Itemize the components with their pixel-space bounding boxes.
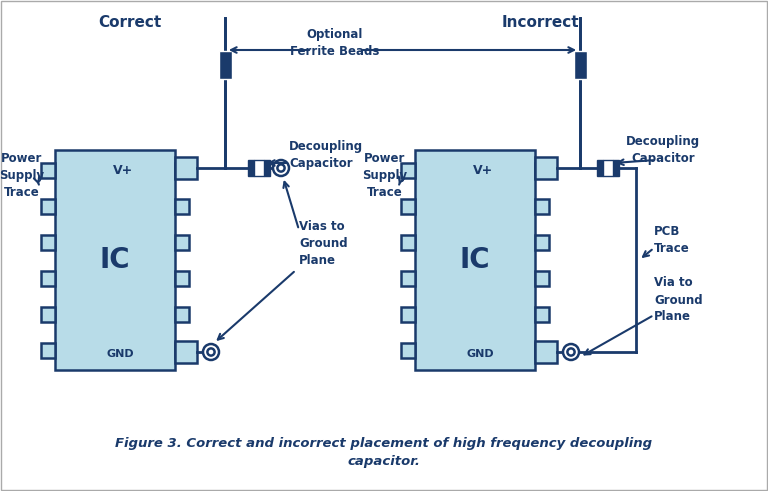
Text: Decoupling
Capacitor: Decoupling Capacitor <box>289 140 363 170</box>
Text: Power
Supply
Trace: Power Supply Trace <box>0 152 45 198</box>
Bar <box>175 163 189 178</box>
Circle shape <box>207 349 214 355</box>
Bar <box>603 160 613 176</box>
Bar <box>401 235 415 249</box>
Circle shape <box>203 344 219 360</box>
Circle shape <box>563 344 579 360</box>
Bar <box>175 235 189 249</box>
Bar <box>175 271 189 285</box>
Text: Incorrect: Incorrect <box>502 15 579 29</box>
Circle shape <box>277 164 285 171</box>
Bar <box>219 51 231 79</box>
Bar <box>41 343 55 357</box>
Bar <box>264 160 270 176</box>
Text: Via to
Ground
Plane: Via to Ground Plane <box>654 276 703 324</box>
Bar <box>574 51 587 79</box>
Bar <box>401 163 415 178</box>
Bar <box>175 306 189 322</box>
Text: V+: V+ <box>113 164 133 176</box>
Bar <box>41 271 55 285</box>
Bar <box>175 341 197 363</box>
Text: Figure 3. Correct and incorrect placement of high frequency decoupling
capacitor: Figure 3. Correct and incorrect placemen… <box>115 436 653 467</box>
Bar <box>55 150 175 370</box>
Bar <box>613 160 619 176</box>
Bar <box>248 160 254 176</box>
Bar <box>535 343 549 357</box>
Bar <box>41 198 55 214</box>
Bar <box>401 306 415 322</box>
Bar <box>415 150 535 370</box>
Bar <box>401 343 415 357</box>
Bar <box>535 163 549 178</box>
Text: Power
Supply
Trace: Power Supply Trace <box>362 152 408 198</box>
Text: PCB
Trace: PCB Trace <box>654 225 690 255</box>
Bar <box>401 271 415 285</box>
Circle shape <box>273 160 289 176</box>
Bar <box>597 160 603 176</box>
Bar <box>175 198 189 214</box>
Bar <box>535 157 557 179</box>
Text: Vias to
Ground
Plane: Vias to Ground Plane <box>299 220 348 267</box>
Bar <box>254 160 264 176</box>
Bar <box>535 198 549 214</box>
Bar <box>175 157 197 179</box>
Text: Decoupling
Capacitor: Decoupling Capacitor <box>626 135 700 165</box>
Bar <box>535 235 549 249</box>
Bar <box>41 163 55 178</box>
Text: IC: IC <box>100 246 131 274</box>
Text: V+: V+ <box>473 164 493 176</box>
Bar <box>535 341 557 363</box>
Bar <box>41 306 55 322</box>
Text: GND: GND <box>466 349 494 359</box>
Bar <box>175 343 189 357</box>
Circle shape <box>568 349 574 355</box>
Bar <box>41 235 55 249</box>
Bar <box>401 198 415 214</box>
Text: IC: IC <box>460 246 490 274</box>
Text: Optional
Ferrite Beads: Optional Ferrite Beads <box>290 28 379 58</box>
Bar <box>535 306 549 322</box>
Text: Correct: Correct <box>98 15 161 29</box>
Text: GND: GND <box>106 349 134 359</box>
Bar <box>535 271 549 285</box>
